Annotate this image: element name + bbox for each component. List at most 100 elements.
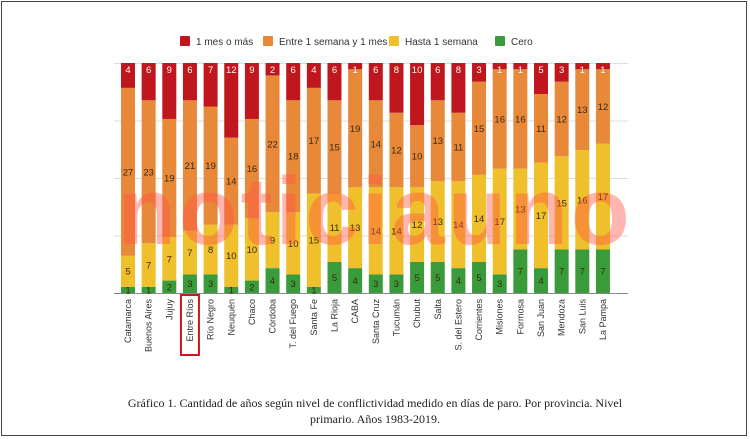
legend-swatch-cero: [495, 36, 505, 46]
value-label-santa-fe-entre-1-semana-y-1-mes: 17: [309, 136, 320, 147]
bar-segment-corrientes-entre-1-semana-y-1-mes: [472, 81, 487, 175]
highlight-box-entre-rios: [179, 294, 200, 356]
value-label-corrientes-entre-1-semana-y-1-mes: 15: [474, 124, 485, 135]
x-tick-label-caba: CABA: [350, 299, 360, 324]
value-label-jujuy-cero: 2: [167, 282, 172, 293]
x-tick-label-san-juan: San Juan: [536, 299, 546, 337]
value-label-la-pampa-1-mes-o-mas: 1: [600, 65, 605, 76]
value-label-formosa-cero: 7: [518, 267, 523, 278]
x-tick-label-t-del-fuego: T. del Fuego: [288, 299, 298, 349]
bar-segment-jujuy-hasta-1-semana: [162, 237, 177, 281]
legend-label-entre-1-semana-y-1-mes: Entre 1 semana y 1 mes: [279, 37, 387, 48]
x-tick-label-catamarca: Catamarca: [123, 299, 133, 343]
bar-segment-s-del-estero-1-mes-o-mas: [451, 63, 466, 113]
value-label-caba-entre-1-semana-y-1-mes: 19: [350, 124, 361, 135]
bar-segment-neuquen-cero: [224, 286, 239, 293]
value-label-catamarca-entre-1-semana-y-1-mes: 27: [123, 167, 134, 178]
bar-segment-tucuman-hasta-1-semana: [389, 187, 404, 275]
value-label-tucuman-entre-1-semana-y-1-mes: 12: [391, 146, 402, 157]
x-tick-label-corrientes: Corrientes: [474, 299, 484, 341]
bar-segment-tucuman-cero: [389, 274, 404, 293]
value-label-neuquen-entre-1-semana-y-1-mes: 14: [226, 177, 237, 188]
bar-segment-santa-cruz-hasta-1-semana: [368, 187, 383, 275]
bar-segment-san-juan-hasta-1-semana: [534, 162, 548, 269]
chart-legend: 1 mes o más Entre 1 semana y 1 mes Hasta 1…: [180, 36, 533, 48]
value-label-salta-cero: 5: [435, 273, 440, 284]
bar-segment-san-juan-entre-1-semana-y-1-mes: [534, 94, 548, 163]
x-tick-label-entre-rios: Entre Ríos: [185, 299, 195, 342]
bar-segment-formosa-1-mes-o-mas: [513, 63, 528, 70]
value-label-san-juan-cero: 4: [538, 276, 543, 287]
legend-swatch-entre-1-semana-y-1-mes: [263, 36, 273, 46]
bar-segment-s-del-estero-cero: [451, 268, 466, 293]
value-label-santa-fe-hasta-1-semana: 15: [309, 236, 320, 247]
bar-segment-t-del-fuego-1-mes-o-mas: [286, 63, 301, 101]
value-label-santa-cruz-entre-1-semana-y-1-mes: 14: [371, 139, 382, 150]
value-label-salta-hasta-1-semana: 13: [432, 217, 443, 228]
value-label-corrientes-hasta-1-semana: 14: [474, 214, 485, 225]
value-label-chubut-hasta-1-semana: 12: [412, 220, 423, 231]
value-label-caba-1-mes-o-mas: 1: [353, 65, 358, 76]
value-label-chaco-cero: 2: [249, 282, 254, 293]
value-label-santa-fe-cero: 1: [311, 285, 316, 296]
value-label-neuquen-hasta-1-semana: 10: [226, 251, 237, 262]
bar-segment-t-del-fuego-cero: [286, 274, 301, 293]
value-label-rio-negro-hasta-1-semana: 8: [208, 245, 213, 256]
bar-segment-santa-fe-entre-1-semana-y-1-mes: [306, 87, 321, 194]
value-label-jujuy-entre-1-semana-y-1-mes: 19: [164, 174, 175, 185]
bar-segment-mendoza-1-mes-o-mas: [554, 63, 569, 82]
value-label-santa-cruz-hasta-1-semana: 14: [371, 226, 382, 237]
value-label-jujuy-1-mes-o-mas: 9: [167, 65, 172, 76]
value-label-san-juan-hasta-1-semana: 17: [536, 211, 547, 222]
value-label-caba-cero: 4: [353, 276, 358, 287]
bar-segment-san-luis-1-mes-o-mas: [575, 63, 590, 70]
value-label-mendoza-1-mes-o-mas: 3: [559, 65, 564, 76]
value-label-buenos-aires-1-mes-o-mas: 6: [146, 65, 151, 76]
bar-segment-la-rioja-cero: [327, 261, 342, 293]
value-label-san-luis-hasta-1-semana: 16: [577, 195, 588, 206]
x-tick-label-neuquen: Neuquén: [226, 299, 236, 336]
bar-segment-caba-1-mes-o-mas: [348, 63, 363, 70]
value-label-tucuman-cero: 3: [394, 279, 399, 290]
value-label-chaco-hasta-1-semana: 10: [247, 245, 258, 256]
bar-segment-la-rioja-1-mes-o-mas: [327, 63, 342, 101]
bar-segment-salta-1-mes-o-mas: [430, 63, 445, 101]
bar-segment-santa-cruz-entre-1-semana-y-1-mes: [368, 100, 383, 188]
value-label-san-luis-entre-1-semana-y-1-mes: 13: [577, 105, 588, 116]
bar-segment-rio-negro-1-mes-o-mas: [203, 63, 218, 107]
value-label-formosa-hasta-1-semana: 13: [515, 205, 526, 216]
bar-segment-santa-fe-cero: [306, 286, 321, 293]
chart-bars: [121, 63, 610, 293]
bar-segment-neuquen-hasta-1-semana: [224, 224, 239, 287]
bar-segment-rio-negro-hasta-1-semana: [203, 224, 218, 275]
bar-segment-rio-negro-cero: [203, 274, 218, 293]
bar-segment-neuquen-1-mes-o-mas: [224, 63, 239, 138]
value-label-catamarca-cero: 1: [125, 285, 130, 296]
bar-segment-la-rioja-entre-1-semana-y-1-mes: [327, 100, 342, 194]
bar-segment-la-pampa-cero: [595, 249, 610, 293]
value-label-buenos-aires-hasta-1-semana: 7: [146, 261, 151, 272]
bar-segment-entre-rios-cero: [182, 274, 197, 293]
value-label-s-del-estero-entre-1-semana-y-1-mes: 11: [453, 142, 463, 153]
value-label-rio-negro-1-mes-o-mas: 7: [208, 65, 213, 76]
value-label-entre-rios-entre-1-semana-y-1-mes: 21: [185, 161, 196, 172]
x-tick-label-misiones: Misiones: [495, 299, 505, 335]
value-label-corrientes-1-mes-o-mas: 3: [476, 65, 481, 76]
bar-segment-formosa-cero: [513, 249, 528, 293]
legend-label-cero: Cero: [511, 37, 533, 48]
bar-segment-catamarca-cero: [121, 286, 135, 293]
bar-segment-chubut-entre-1-semana-y-1-mes: [410, 125, 425, 188]
bar-segment-mendoza-hasta-1-semana: [554, 156, 569, 250]
bar-segment-misiones-1-mes-o-mas: [492, 63, 507, 70]
value-label-jujuy-hasta-1-semana: 7: [167, 254, 172, 265]
bar-segment-entre-rios-1-mes-o-mas: [182, 63, 197, 101]
x-tick-label-jujuy: Jujuy: [164, 299, 174, 321]
value-label-entre-rios-hasta-1-semana: 7: [187, 248, 192, 259]
value-label-salta-1-mes-o-mas: 6: [435, 65, 440, 76]
bar-segment-buenos-aires-entre-1-semana-y-1-mes: [141, 100, 156, 244]
value-label-la-rioja-hasta-1-semana: 11: [330, 223, 340, 234]
value-label-t-del-fuego-cero: 3: [291, 279, 296, 290]
value-label-corrientes-cero: 5: [476, 273, 481, 284]
value-label-catamarca-hasta-1-semana: 5: [125, 267, 130, 278]
bar-segment-buenos-aires-cero: [141, 286, 156, 293]
